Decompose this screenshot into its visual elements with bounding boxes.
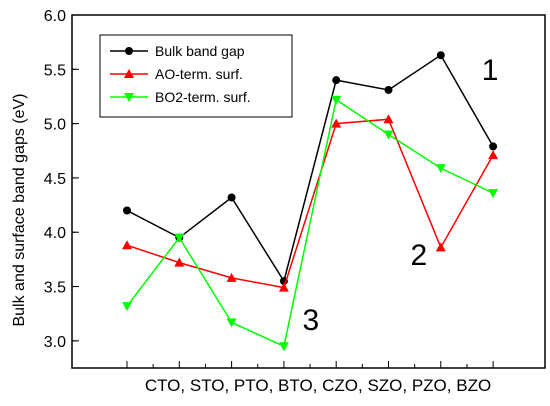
data-point: [488, 150, 499, 160]
series-2: [122, 114, 499, 292]
data-point: [226, 272, 237, 282]
data-point: [488, 189, 499, 199]
data-point: [174, 257, 185, 267]
data-point: [122, 302, 132, 312]
x-category-labels: CTO, STO, PTO, BTO, CZO, SZO, PZO, BZO: [145, 376, 491, 395]
y-tick-label: 5.5: [44, 62, 66, 79]
y-tick-label: 6.0: [44, 8, 66, 25]
annotations: 1 2 3: [303, 54, 499, 337]
data-point: [122, 240, 132, 250]
legend-entry-label: Bulk band gap: [155, 43, 245, 59]
legend: Bulk band gap AO-term. surf. BO2-term. sur…: [99, 34, 293, 118]
data-point: [227, 193, 236, 202]
annotation-label: 3: [303, 304, 320, 337]
axes: [71, 14, 546, 369]
y-tick-label: 5.0: [44, 117, 66, 134]
series-line: [126, 118, 494, 289]
annotation-label: 2: [410, 239, 427, 272]
data-point: [124, 93, 134, 102]
data-point: [332, 76, 341, 85]
data-point: [124, 69, 134, 78]
y-tick-label: 3.0: [44, 334, 66, 351]
series-line: [126, 98, 494, 348]
data-point: [489, 142, 498, 151]
y-axis-label: Bulk and surface band gaps (eV): [11, 93, 28, 326]
legend-entry-label: BO2-term. surf.: [155, 89, 251, 105]
data-point: [331, 95, 342, 105]
data-point: [383, 130, 394, 140]
data-point: [125, 47, 133, 55]
y-tick-label: 3.5: [44, 280, 66, 297]
series-line: [126, 54, 494, 283]
series-3: [122, 95, 499, 352]
data-point: [384, 85, 393, 94]
plot-frame: [71, 14, 546, 369]
data-point: [278, 282, 289, 292]
annotation-label: 1: [482, 54, 499, 87]
data-point: [383, 114, 394, 124]
data-point: [123, 206, 131, 215]
legend-entry-label: AO-term. surf.: [155, 66, 243, 82]
data-point: [226, 318, 237, 328]
series-group: [122, 51, 499, 352]
data-point: [278, 342, 289, 352]
y-ticks: 3.0 3.5 4.0 4.5 5.0 5.5 6.0: [44, 8, 79, 351]
data-point: [435, 164, 446, 174]
data-point: [435, 242, 446, 252]
y-tick-label: 4.0: [44, 225, 66, 242]
data-point: [331, 118, 342, 128]
y-tick-label: 4.5: [44, 171, 66, 188]
data-point: [174, 233, 185, 243]
data-point: [436, 51, 445, 60]
